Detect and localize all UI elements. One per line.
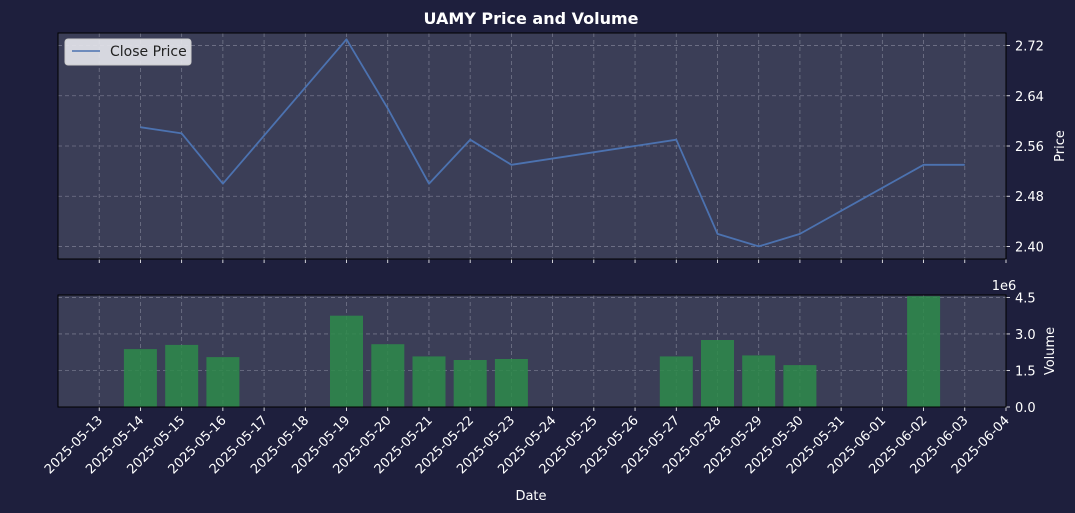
price-x-ticks <box>98 259 1007 263</box>
volume-bar <box>783 365 817 407</box>
close-price-line <box>140 38 965 248</box>
volume-bar <box>453 360 487 407</box>
volume-axes-background <box>58 295 1006 407</box>
volume-bar <box>371 344 405 407</box>
price-y-tick-label: 2.48 <box>1015 190 1044 205</box>
volume-y-ticks: 0.0 1.5 3.0 4.5 <box>1006 291 1036 416</box>
volume-bar <box>123 349 157 407</box>
volume-bar <box>206 357 240 407</box>
volume-bar <box>907 296 941 407</box>
volume-bar <box>659 356 693 407</box>
price-series <box>140 38 965 248</box>
volume-bars <box>123 296 941 407</box>
volume-y-tick-label: 1.5 <box>1015 364 1036 379</box>
volume-bar <box>165 344 199 407</box>
legend-box <box>64 38 192 66</box>
price-y-tick-label: 2.40 <box>1015 240 1044 255</box>
volume-bar <box>742 355 776 407</box>
volume-y-axis-label: Volume <box>1043 327 1058 375</box>
price-y-ticks: 2.40 2.48 2.56 2.64 2.72 <box>1006 40 1044 255</box>
volume-axes-frame <box>57 294 1007 408</box>
price-y-tick-label: 2.64 <box>1015 90 1044 105</box>
volume-bar <box>494 359 528 407</box>
price-y-tick-label: 2.56 <box>1015 140 1044 155</box>
volume-y-tick-label: 0.0 <box>1015 401 1036 416</box>
chart-title: UAMY Price and Volume <box>423 9 638 28</box>
volume-y-tick-label: 4.5 <box>1015 291 1036 306</box>
price-legend: Close Price <box>64 38 192 66</box>
x-axis-label: Date <box>515 489 546 504</box>
volume-bar <box>330 315 363 407</box>
volume-bar <box>412 356 446 407</box>
price-gridlines <box>58 33 1007 259</box>
price-y-axis-label: Price <box>1053 130 1068 162</box>
volume-y-tick-label: 3.0 <box>1015 328 1036 343</box>
volume-offset-text: 1e6 <box>992 279 1017 294</box>
volume-bar <box>701 340 734 407</box>
price-axes-frame <box>57 32 1007 260</box>
price-y-tick-label: 2.72 <box>1015 40 1044 55</box>
price-axes-background <box>58 33 1006 259</box>
legend-entry-close-price: Close Price <box>110 44 187 60</box>
price-panel: 2.40 2.48 2.56 2.64 2.72 Price Close Price <box>57 32 1068 263</box>
